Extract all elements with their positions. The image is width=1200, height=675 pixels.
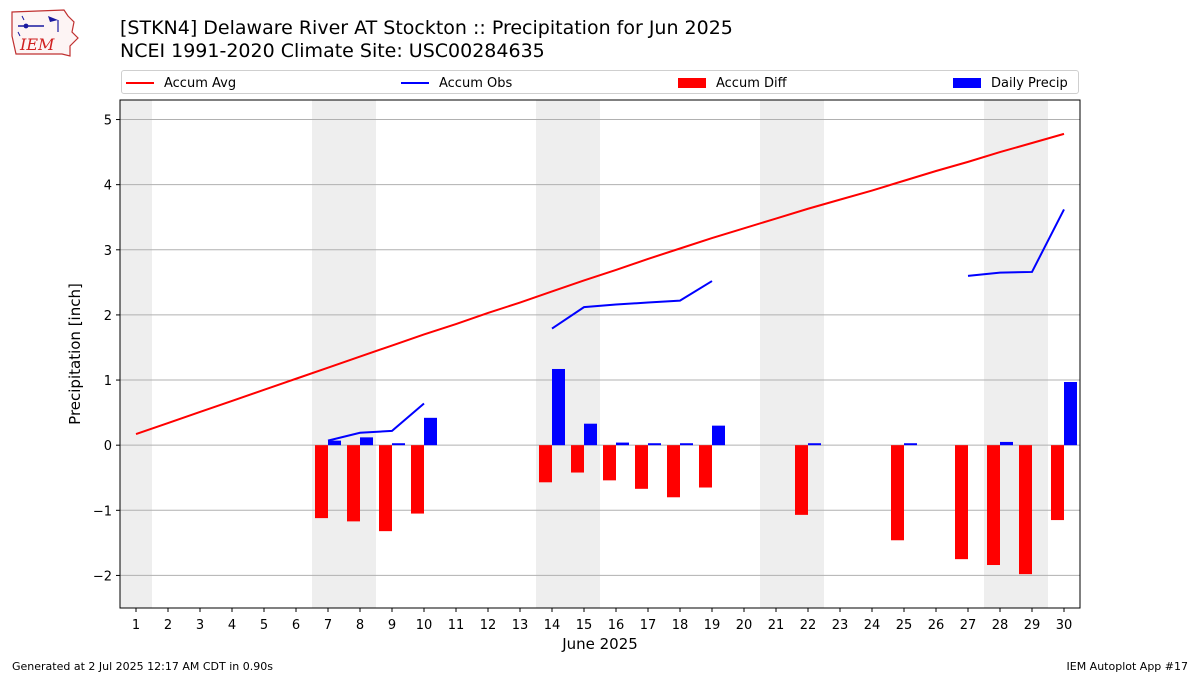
- accum-diff-bar-day-7: [315, 445, 328, 519]
- daily-precip-bar-day-8: [360, 437, 373, 446]
- y-tick-label: 0: [104, 439, 112, 454]
- accum-avg-line-segment-0: [135, 132, 1065, 436]
- daily-precip-bar-day-18: [680, 443, 693, 446]
- chart-title: [STKN4] Delaware River AT Stockton :: Pr…: [120, 17, 733, 39]
- legend-label-accum-obs: Accum Obs: [439, 75, 513, 91]
- y-tick-label: 3: [104, 244, 112, 259]
- x-tick-label-29: 29: [1024, 618, 1041, 633]
- accum-diff-bar-day-29: [1019, 445, 1032, 575]
- x-tick-label-13: 13: [512, 618, 529, 633]
- y-tick-label: −1: [93, 504, 112, 519]
- y-tick-label: 5: [104, 114, 112, 129]
- x-tick-label-6: 6: [292, 618, 300, 633]
- x-tick-label-10: 10: [416, 618, 433, 633]
- x-tick-label-19: 19: [704, 618, 721, 633]
- accum-diff-bar-day-10: [411, 445, 424, 514]
- footer-generated: Generated at 2 Jul 2025 12:17 AM CDT in …: [12, 660, 273, 673]
- y-tick-label: 4: [104, 179, 112, 194]
- x-tick-label-26: 26: [928, 618, 945, 633]
- weekend-band-0: [120, 100, 152, 608]
- daily-precip-bar-day-15: [584, 423, 597, 446]
- daily-precip-bar-day-30: [1064, 382, 1077, 446]
- accum-diff-bar-day-28: [987, 445, 1000, 566]
- legend-swatch-accum-avg: [126, 82, 154, 84]
- weekend-band-3: [760, 100, 824, 608]
- x-tick-label-8: 8: [356, 618, 364, 633]
- x-tick-label-18: 18: [672, 618, 689, 633]
- daily-precip-bar-day-25: [904, 443, 917, 446]
- accum-diff-bar-day-17: [635, 445, 648, 489]
- legend-label-accum-diff: Accum Diff: [716, 75, 787, 91]
- accum-diff-bar-day-16: [603, 445, 616, 481]
- legend-item-accum-avg: Accum Avg: [126, 74, 236, 92]
- legend-swatch-daily-precip: [953, 78, 981, 88]
- x-tick-label-9: 9: [388, 618, 396, 633]
- daily-precip-bar-day-7: [328, 440, 341, 446]
- daily-precip-bar-day-19: [712, 425, 725, 446]
- iowa-map-icon: IEM: [11, 9, 79, 57]
- y-tick-label: 1: [104, 374, 112, 389]
- x-tick-label-22: 22: [800, 618, 817, 633]
- x-tick-label-7: 7: [324, 618, 332, 633]
- accum-diff-bar-day-19: [699, 445, 712, 488]
- accum-diff-bar-day-22: [795, 445, 808, 515]
- accum-obs-line-segment-2: [967, 208, 1065, 277]
- accum-diff-bar-day-9: [379, 445, 392, 532]
- daily-precip-bar-day-22: [808, 443, 821, 446]
- y-tick-label: 2: [104, 309, 112, 324]
- weekend-band-2: [536, 100, 600, 608]
- daily-precip-bar-day-14: [552, 368, 565, 446]
- accum-obs-line-segment-0: [327, 402, 425, 442]
- x-tick-label-25: 25: [896, 618, 913, 633]
- daily-precip-bar-day-17: [648, 443, 661, 446]
- chart-legend: Accum Avg Accum Obs Accum Diff Daily Pre…: [121, 70, 1079, 94]
- accum-diff-bar-day-27: [955, 445, 968, 560]
- x-tick-label-20: 20: [736, 618, 753, 633]
- accum-diff-bar-day-15: [571, 445, 584, 473]
- daily-precip-bar-day-28: [1000, 441, 1013, 446]
- x-tick-label-2: 2: [164, 618, 172, 633]
- x-tick-label-12: 12: [480, 618, 497, 633]
- x-axis-label: June 2025: [561, 635, 638, 653]
- x-tick-label-17: 17: [640, 618, 657, 633]
- plot-frame: [119, 99, 1081, 609]
- x-tick-label-16: 16: [608, 618, 625, 633]
- accum-diff-bar-day-30: [1051, 445, 1064, 521]
- legend-item-accum-diff: Accum Diff: [678, 74, 787, 92]
- x-tick-label-28: 28: [992, 618, 1009, 633]
- legend-label-daily-precip: Daily Precip: [991, 75, 1068, 91]
- y-tick-label: −2: [93, 569, 112, 584]
- x-tick-label-23: 23: [832, 618, 849, 633]
- y-axis-label: Precipitation [inch]: [66, 283, 84, 425]
- accum-diff-bar-day-18: [667, 445, 680, 498]
- daily-precip-bar-day-16: [616, 442, 629, 446]
- accum-diff-bar-day-25: [891, 445, 904, 541]
- legend-item-daily-precip: Daily Precip: [953, 74, 1068, 92]
- x-tick-label-21: 21: [768, 618, 785, 633]
- footer-app-id: IEM Autoplot App #17: [1066, 660, 1189, 673]
- chart-subtitle: NCEI 1991-2020 Climate Site: USC00284635: [120, 40, 545, 62]
- accum-diff-bar-day-8: [347, 445, 360, 522]
- legend-swatch-accum-diff: [678, 78, 706, 88]
- daily-precip-bar-day-10: [424, 417, 437, 446]
- x-tick-label-5: 5: [260, 618, 268, 633]
- legend-label-accum-avg: Accum Avg: [164, 75, 237, 91]
- x-tick-label-14: 14: [544, 618, 561, 633]
- x-tick-label-15: 15: [576, 618, 593, 633]
- x-tick-label-24: 24: [864, 618, 881, 633]
- x-tick-label-1: 1: [132, 618, 140, 633]
- legend-swatch-accum-obs: [401, 82, 429, 84]
- x-tick-label-3: 3: [196, 618, 204, 633]
- x-tick-label-4: 4: [228, 618, 236, 633]
- daily-precip-bar-day-9: [392, 443, 405, 446]
- accum-diff-bar-day-14: [539, 445, 552, 483]
- x-tick-label-11: 11: [448, 618, 465, 633]
- x-tick-label-30: 30: [1056, 618, 1073, 633]
- iem-logo: IEM: [8, 6, 80, 60]
- logo-text: IEM: [19, 35, 55, 54]
- legend-item-accum-obs: Accum Obs: [401, 74, 512, 92]
- accum-obs-line-segment-1: [551, 280, 713, 330]
- x-tick-label-27: 27: [960, 618, 977, 633]
